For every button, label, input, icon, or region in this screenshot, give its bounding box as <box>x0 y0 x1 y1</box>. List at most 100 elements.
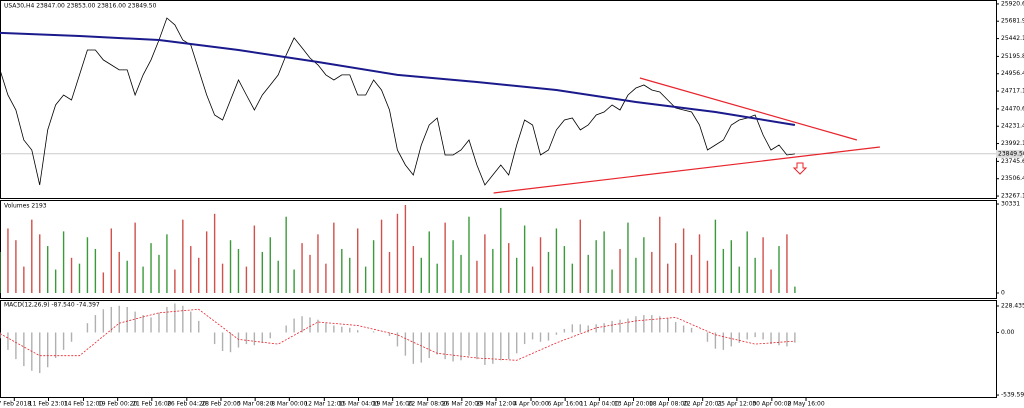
macd-bar <box>452 332 454 362</box>
macd-bar <box>182 305 184 333</box>
macd-bar <box>484 332 486 365</box>
volume-bar <box>205 231 208 294</box>
x-tick-label: 7 Feb 2018 <box>0 401 31 408</box>
volume-bar <box>118 251 120 294</box>
volume-bar <box>611 269 613 294</box>
volume-bar <box>714 219 717 294</box>
volume-bar <box>54 269 57 294</box>
macd-bar <box>468 332 470 356</box>
last-price-box <box>996 149 1023 158</box>
x-tick-label: 14 Feb 12:00 <box>64 401 104 408</box>
volume-bar <box>651 251 653 294</box>
volume-bar <box>500 207 502 294</box>
macd-bar <box>372 331 375 333</box>
macd-bar <box>786 332 788 347</box>
macd-bar <box>333 325 335 333</box>
y-tick-label: 25681.90 <box>1001 18 1024 25</box>
price-title: USA30,H4 23847.00 23853.00 23816.00 2384… <box>4 3 157 10</box>
volume-bar <box>508 243 510 294</box>
volume-bar <box>627 222 629 294</box>
macd-bar <box>118 305 120 333</box>
x-tick-label: 25 Apr 12:00 <box>717 401 756 408</box>
volume-bar <box>166 234 168 294</box>
x-tick-label: 19 Mar 16:00 <box>373 401 413 408</box>
volume-bar <box>603 231 605 294</box>
macd-bar <box>659 316 661 333</box>
volume-bar <box>420 257 422 294</box>
volume-bar <box>39 234 41 294</box>
volume-bar <box>198 257 200 294</box>
volume-bar <box>531 266 534 294</box>
y-tick-label: 30331 <box>1001 201 1020 208</box>
x-tick-label: 22 Apr 20:01 <box>683 401 722 408</box>
macd-bar <box>285 325 287 333</box>
macd-bar <box>539 332 542 342</box>
macd-bar <box>94 315 97 333</box>
macd-bar <box>190 311 192 333</box>
volume-bar <box>229 240 232 294</box>
macd-bar <box>508 332 510 360</box>
price-line <box>0 17 795 186</box>
macd-bar <box>722 332 725 350</box>
macd-bar <box>738 332 740 343</box>
moving-average <box>0 31 796 126</box>
volume-bar <box>484 234 486 294</box>
y-tick-label: 25442.15 <box>1001 35 1024 42</box>
volume-bar <box>476 260 478 294</box>
x-tick-label: 19 Feb 00:20 <box>98 401 138 408</box>
volume-bar <box>182 219 184 294</box>
volume-bar <box>579 219 581 294</box>
macd-bar <box>150 317 152 333</box>
x-tick-label: 29 Mar 12:00 <box>476 401 516 408</box>
volume-bar <box>388 251 391 294</box>
volume-bar <box>110 228 112 294</box>
volume-bar <box>396 213 399 294</box>
y-tick-label: 24231.40 <box>1001 123 1024 130</box>
macd-bar <box>746 332 748 340</box>
volume-bar <box>0 251 1 294</box>
y-tick-label: 23506.40 <box>1001 175 1024 182</box>
macd-bar <box>770 332 772 345</box>
macd-bar <box>309 317 311 333</box>
volume-bar <box>317 234 319 294</box>
macd-bar <box>730 332 733 347</box>
macd-bar <box>126 306 128 333</box>
volume-bar <box>23 266 25 294</box>
volume-bar <box>237 249 240 294</box>
macd-bar <box>15 332 17 360</box>
macd-bar <box>110 306 112 333</box>
macd-bar <box>54 332 57 358</box>
volume-bar <box>221 263 224 294</box>
x-tick-label: 11 Feb 23:01 <box>29 401 69 408</box>
volume-bar <box>102 272 105 294</box>
macd-bar <box>651 315 653 333</box>
x-tick-label: 18 Apr 08:00 <box>649 401 688 408</box>
price-pane <box>0 0 997 199</box>
macd-bar <box>174 303 176 333</box>
volume-bar <box>698 234 701 294</box>
volume-bar <box>722 249 725 294</box>
x-tick-label: 12 Mar 12:00 <box>304 401 344 408</box>
macd-bar <box>667 318 669 333</box>
macd-bar <box>643 315 645 333</box>
volume-bar <box>380 219 383 294</box>
macd-bar <box>436 332 438 355</box>
volume-bar <box>31 219 33 294</box>
volume-bar <box>690 254 693 294</box>
volume-bar <box>293 269 295 294</box>
volume-bar <box>213 213 216 294</box>
volume-bar <box>523 225 526 294</box>
macd-bar <box>500 332 502 361</box>
volume-bar <box>492 249 494 294</box>
macd-bar <box>555 332 558 335</box>
volume-bar <box>619 249 621 294</box>
volume-bar <box>659 216 661 294</box>
x-tick-label: 11 Apr 04:00 <box>580 401 619 408</box>
volume-bar <box>444 222 446 294</box>
macd-bar <box>102 309 105 333</box>
volume-bar <box>452 240 454 294</box>
x-tick-label: 26 Mar 20:00 <box>442 401 482 408</box>
volume-bar <box>682 228 685 294</box>
volume-bar <box>571 263 574 294</box>
